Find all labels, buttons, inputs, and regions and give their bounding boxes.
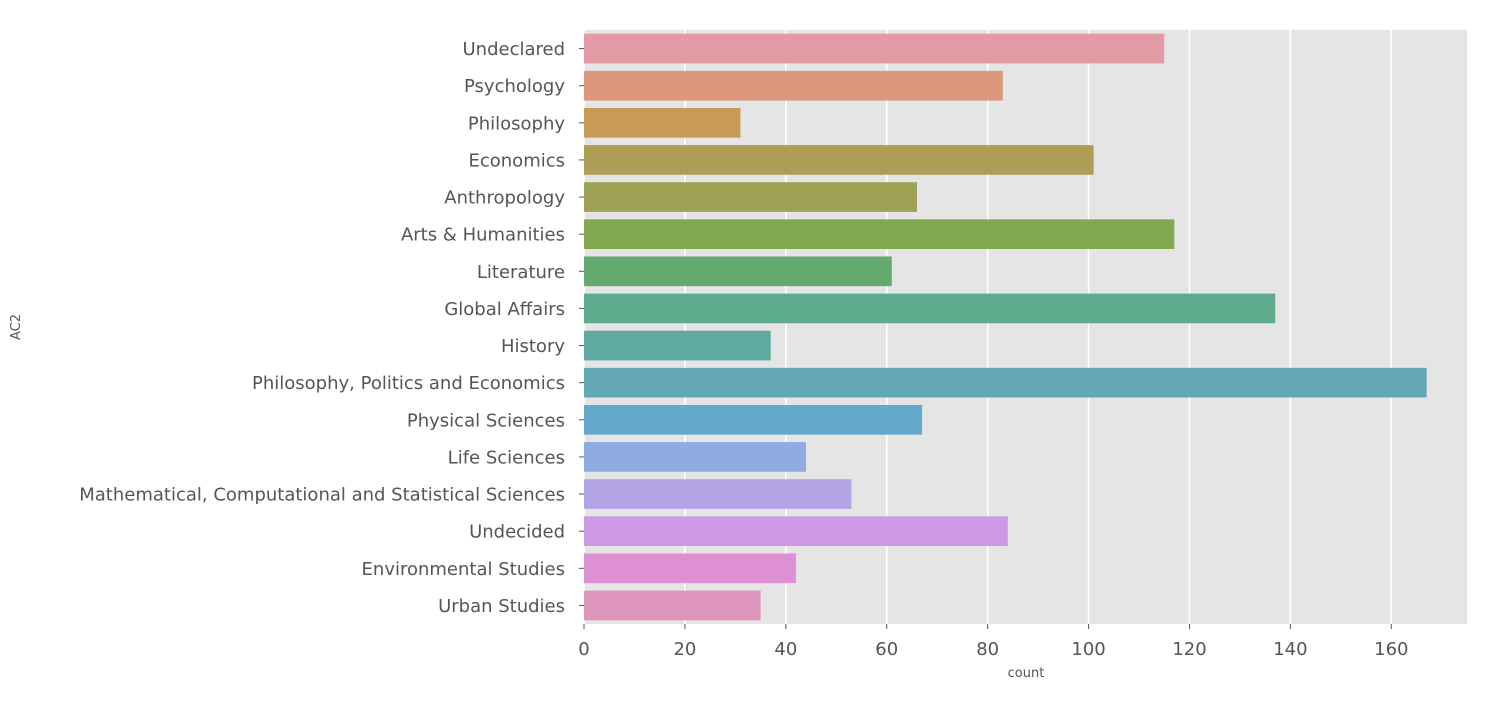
bar <box>584 330 771 361</box>
bar <box>584 293 1276 324</box>
y-tick-label: Philosophy <box>468 113 566 134</box>
y-tick-label: Undeclared <box>462 39 565 60</box>
bar <box>584 219 1175 250</box>
bar <box>584 553 796 584</box>
y-axis-title: AC2 <box>9 314 24 340</box>
bar <box>584 256 892 287</box>
y-tick-label: Environmental Studies <box>362 559 565 580</box>
bar <box>584 182 918 212</box>
bar <box>584 479 852 509</box>
y-tick-label: Mathematical, Computational and Statisti… <box>79 485 565 506</box>
bars <box>584 33 1427 621</box>
y-tick-label: Literature <box>477 262 565 283</box>
y-tick-label: History <box>501 336 565 357</box>
y-tick-labels: Undeclared Psychology Philosophy Economics A… <box>79 39 584 617</box>
y-tick-label: Undecided <box>469 522 565 543</box>
bar <box>584 107 741 138</box>
bar <box>584 367 1427 398</box>
bar <box>584 590 761 621</box>
bar <box>584 70 1003 101</box>
y-tick-label: Philosophy, Politics and Economics <box>252 373 565 394</box>
bar <box>584 404 923 435</box>
x-tick-label: 0 <box>578 639 589 660</box>
x-tick-label: 160 <box>1374 639 1408 660</box>
y-tick-label: Life Sciences <box>448 447 565 468</box>
y-tick-label: Anthropology <box>444 188 565 209</box>
y-tick-label: Physical Sciences <box>407 410 565 431</box>
y-tick-label: Psychology <box>464 76 565 97</box>
x-tick-labels: 0 20 40 60 80 100 120 140 160 <box>578 624 1408 660</box>
x-tick-label: 40 <box>774 639 797 660</box>
bar <box>584 33 1165 64</box>
x-tick-label: 20 <box>673 639 696 660</box>
y-tick-label: Economics <box>468 150 565 171</box>
x-tick-label: 140 <box>1273 639 1307 660</box>
y-tick-label: Global Affairs <box>444 299 565 320</box>
x-axis-title: count <box>1008 666 1045 681</box>
x-tick-label: 120 <box>1172 639 1206 660</box>
x-tick-label: 100 <box>1071 639 1105 660</box>
x-tick-label: 60 <box>875 639 898 660</box>
y-tick-label: Urban Studies <box>438 596 565 617</box>
x-tick-label: 80 <box>976 639 999 660</box>
bar <box>584 145 1094 175</box>
bar <box>584 442 807 472</box>
y-tick-label: Arts & Humanities <box>401 225 565 246</box>
bar <box>584 516 1008 547</box>
